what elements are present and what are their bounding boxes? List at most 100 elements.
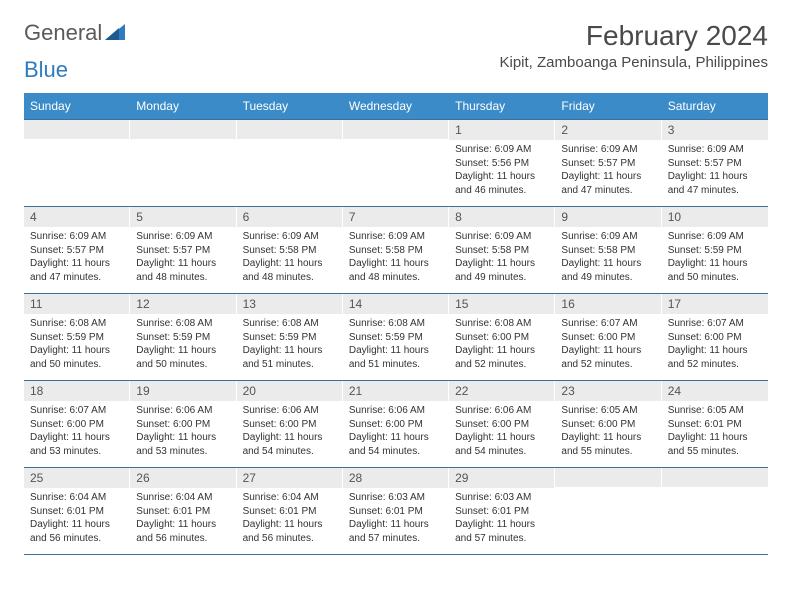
- sunset-line: Sunset: 5:59 PM: [30, 331, 124, 345]
- day-number: 18: [24, 381, 130, 401]
- sunset-line: Sunset: 5:58 PM: [561, 244, 655, 258]
- day-info: Sunrise: 6:08 AMSunset: 6:00 PMDaylight:…: [449, 314, 555, 377]
- sunset-line: Sunset: 5:57 PM: [668, 157, 762, 171]
- sunrise-line: Sunrise: 6:07 AM: [30, 404, 124, 418]
- daylight-line: Daylight: 11 hours and 48 minutes.: [349, 257, 443, 284]
- sunrise-line: Sunrise: 6:08 AM: [30, 317, 124, 331]
- calendar-cell: 10Sunrise: 6:09 AMSunset: 5:59 PMDayligh…: [662, 207, 768, 293]
- daylight-line: Daylight: 11 hours and 57 minutes.: [349, 518, 443, 545]
- sunrise-line: Sunrise: 6:09 AM: [349, 230, 443, 244]
- day-number: 29: [449, 468, 555, 488]
- day-number: 6: [237, 207, 343, 227]
- day-number: [237, 120, 343, 139]
- sunrise-line: Sunrise: 6:03 AM: [349, 491, 443, 505]
- day-number: 17: [662, 294, 768, 314]
- daylight-line: Daylight: 11 hours and 51 minutes.: [349, 344, 443, 371]
- weekday-header: Saturday: [662, 93, 768, 119]
- daylight-line: Daylight: 11 hours and 53 minutes.: [136, 431, 230, 458]
- calendar-cell: 29Sunrise: 6:03 AMSunset: 6:01 PMDayligh…: [449, 468, 555, 554]
- calendar-cell: 21Sunrise: 6:06 AMSunset: 6:00 PMDayligh…: [343, 381, 449, 467]
- sunset-line: Sunset: 6:01 PM: [136, 505, 230, 519]
- day-number: 3: [662, 120, 768, 140]
- sunrise-line: Sunrise: 6:04 AM: [243, 491, 337, 505]
- calendar-cell: 2Sunrise: 6:09 AMSunset: 5:57 PMDaylight…: [555, 120, 661, 206]
- sunset-line: Sunset: 6:01 PM: [30, 505, 124, 519]
- day-number: 20: [237, 381, 343, 401]
- daylight-line: Daylight: 11 hours and 55 minutes.: [668, 431, 762, 458]
- logo-sail-icon: [105, 24, 127, 42]
- sunset-line: Sunset: 6:00 PM: [455, 331, 549, 345]
- day-info: Sunrise: 6:08 AMSunset: 5:59 PMDaylight:…: [343, 314, 449, 377]
- day-info: Sunrise: 6:07 AMSunset: 6:00 PMDaylight:…: [24, 401, 130, 464]
- calendar-cell: 20Sunrise: 6:06 AMSunset: 6:00 PMDayligh…: [237, 381, 343, 467]
- sunrise-line: Sunrise: 6:04 AM: [30, 491, 124, 505]
- daylight-line: Daylight: 11 hours and 50 minutes.: [136, 344, 230, 371]
- day-info: Sunrise: 6:09 AMSunset: 5:59 PMDaylight:…: [662, 227, 768, 290]
- daylight-line: Daylight: 11 hours and 49 minutes.: [455, 257, 549, 284]
- sunrise-line: Sunrise: 6:06 AM: [243, 404, 337, 418]
- day-info: Sunrise: 6:07 AMSunset: 6:00 PMDaylight:…: [662, 314, 768, 377]
- calendar-cell: 18Sunrise: 6:07 AMSunset: 6:00 PMDayligh…: [24, 381, 130, 467]
- sunset-line: Sunset: 5:58 PM: [455, 244, 549, 258]
- sunrise-line: Sunrise: 6:07 AM: [561, 317, 655, 331]
- day-info: Sunrise: 6:03 AMSunset: 6:01 PMDaylight:…: [449, 488, 555, 551]
- weekday-header: Monday: [130, 93, 236, 119]
- calendar-cell: 28Sunrise: 6:03 AMSunset: 6:01 PMDayligh…: [343, 468, 449, 554]
- sunrise-line: Sunrise: 6:05 AM: [561, 404, 655, 418]
- calendar-cell: 5Sunrise: 6:09 AMSunset: 5:57 PMDaylight…: [130, 207, 236, 293]
- day-number: 21: [343, 381, 449, 401]
- sunset-line: Sunset: 6:00 PM: [561, 418, 655, 432]
- day-number: 22: [449, 381, 555, 401]
- calendar-cell: [343, 120, 449, 206]
- calendar-cell: [662, 468, 768, 554]
- daylight-line: Daylight: 11 hours and 55 minutes.: [561, 431, 655, 458]
- day-number: [555, 468, 661, 487]
- weekday-header: Wednesday: [343, 93, 449, 119]
- sunrise-line: Sunrise: 6:05 AM: [668, 404, 762, 418]
- daylight-line: Daylight: 11 hours and 56 minutes.: [136, 518, 230, 545]
- sunrise-line: Sunrise: 6:08 AM: [455, 317, 549, 331]
- day-number: 2: [555, 120, 661, 140]
- day-number: 10: [662, 207, 768, 227]
- day-info: Sunrise: 6:06 AMSunset: 6:00 PMDaylight:…: [130, 401, 236, 464]
- day-number: 4: [24, 207, 130, 227]
- weekday-header: Tuesday: [237, 93, 343, 119]
- sunset-line: Sunset: 6:00 PM: [455, 418, 549, 432]
- calendar-cell: 25Sunrise: 6:04 AMSunset: 6:01 PMDayligh…: [24, 468, 130, 554]
- calendar-cell: 8Sunrise: 6:09 AMSunset: 5:58 PMDaylight…: [449, 207, 555, 293]
- daylight-line: Daylight: 11 hours and 46 minutes.: [455, 170, 549, 197]
- day-info: Sunrise: 6:03 AMSunset: 6:01 PMDaylight:…: [343, 488, 449, 551]
- sunrise-line: Sunrise: 6:08 AM: [136, 317, 230, 331]
- calendar-cell: 12Sunrise: 6:08 AMSunset: 5:59 PMDayligh…: [130, 294, 236, 380]
- day-number: 23: [555, 381, 661, 401]
- day-number: [662, 468, 768, 487]
- sunrise-line: Sunrise: 6:09 AM: [561, 143, 655, 157]
- calendar-week: 1Sunrise: 6:09 AMSunset: 5:56 PMDaylight…: [24, 119, 768, 206]
- weekday-header-row: SundayMondayTuesdayWednesdayThursdayFrid…: [24, 93, 768, 119]
- calendar-cell: 1Sunrise: 6:09 AMSunset: 5:56 PMDaylight…: [449, 120, 555, 206]
- sunset-line: Sunset: 5:59 PM: [668, 244, 762, 258]
- weekday-header: Thursday: [449, 93, 555, 119]
- sunrise-line: Sunrise: 6:04 AM: [136, 491, 230, 505]
- sunset-line: Sunset: 5:57 PM: [136, 244, 230, 258]
- sunrise-line: Sunrise: 6:07 AM: [668, 317, 762, 331]
- sunset-line: Sunset: 6:00 PM: [30, 418, 124, 432]
- day-number: 5: [130, 207, 236, 227]
- sunset-line: Sunset: 5:59 PM: [136, 331, 230, 345]
- weekday-header: Friday: [555, 93, 661, 119]
- day-number: 14: [343, 294, 449, 314]
- calendar-cell: 16Sunrise: 6:07 AMSunset: 6:00 PMDayligh…: [555, 294, 661, 380]
- sunrise-line: Sunrise: 6:09 AM: [455, 230, 549, 244]
- sunset-line: Sunset: 6:01 PM: [349, 505, 443, 519]
- day-number: 27: [237, 468, 343, 488]
- title-block: February 2024 Kipit, Zamboanga Peninsula…: [500, 20, 769, 71]
- sunset-line: Sunset: 6:00 PM: [136, 418, 230, 432]
- calendar-cell: 11Sunrise: 6:08 AMSunset: 5:59 PMDayligh…: [24, 294, 130, 380]
- daylight-line: Daylight: 11 hours and 57 minutes.: [455, 518, 549, 545]
- day-info: Sunrise: 6:08 AMSunset: 5:59 PMDaylight:…: [130, 314, 236, 377]
- day-info: Sunrise: 6:09 AMSunset: 5:56 PMDaylight:…: [449, 140, 555, 203]
- sunset-line: Sunset: 6:01 PM: [668, 418, 762, 432]
- day-info: Sunrise: 6:04 AMSunset: 6:01 PMDaylight:…: [24, 488, 130, 551]
- daylight-line: Daylight: 11 hours and 48 minutes.: [136, 257, 230, 284]
- day-info: Sunrise: 6:09 AMSunset: 5:58 PMDaylight:…: [449, 227, 555, 290]
